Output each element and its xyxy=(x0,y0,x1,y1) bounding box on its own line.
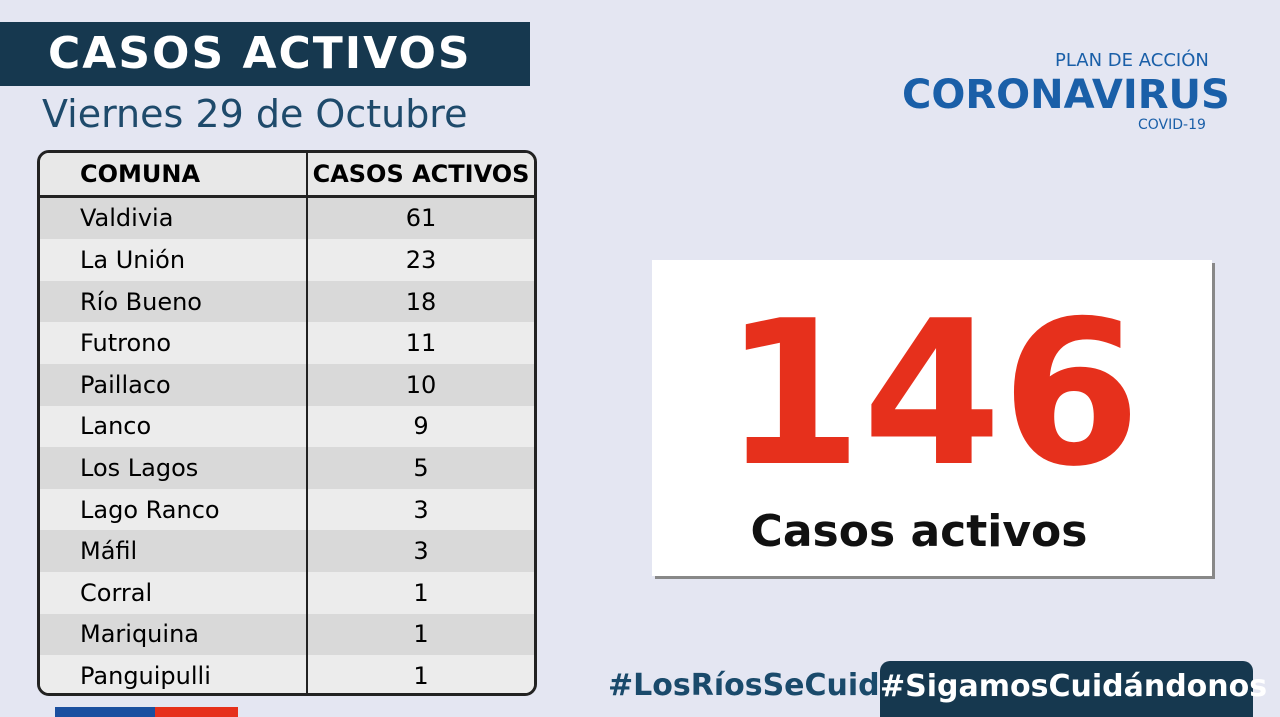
row: Valdivia 61 xyxy=(40,196,534,240)
hashtag: #SigamosCuidándonos xyxy=(880,661,1267,717)
total-box: 146 Casos activos xyxy=(652,260,1212,576)
cell: Futrono xyxy=(40,322,308,364)
stripe xyxy=(155,707,238,717)
cell: 3 xyxy=(307,488,534,531)
row: Lanco 9 xyxy=(40,405,534,448)
cell: 3 xyxy=(307,530,534,572)
cell: Los Lagos xyxy=(40,447,308,489)
row: Río Bueno 18 xyxy=(40,280,534,323)
cell: 1 xyxy=(307,655,534,693)
cell: 61 xyxy=(307,196,534,240)
cell: Paillaco xyxy=(40,363,308,406)
row: Panguipulli 1 xyxy=(40,655,534,693)
cell: Mariquina xyxy=(40,613,308,656)
header-cell: CASOS ACTIVOS xyxy=(307,153,534,198)
cell: Lago Ranco xyxy=(40,488,308,531)
cell: 10 xyxy=(307,363,534,406)
logo-line: CORONAVIRUS xyxy=(902,72,1230,118)
cell: 11 xyxy=(307,322,534,364)
row: Corral 1 xyxy=(40,571,534,614)
row: Mariquina 1 xyxy=(40,613,534,656)
logo-line: COVID-19 xyxy=(1138,117,1206,133)
row: La Unión 23 xyxy=(40,239,534,281)
row: Lago Ranco 3 xyxy=(40,488,534,531)
logo-line: PLAN DE ACCIÓN xyxy=(1055,50,1209,71)
cell: Río Bueno xyxy=(40,280,308,323)
row: Futrono 11 xyxy=(40,322,534,364)
cell: 23 xyxy=(307,239,534,281)
cell: 5 xyxy=(307,447,534,489)
cell: Corral xyxy=(40,571,308,614)
header-cell: COMUNA xyxy=(40,153,308,198)
title: CASOS ACTIVOS xyxy=(0,22,530,86)
date: Viernes 29 de Octubre xyxy=(42,92,468,136)
stripe xyxy=(55,707,155,717)
cell: Lanco xyxy=(40,405,308,448)
row: Máfil 3 xyxy=(40,530,534,572)
cell: 18 xyxy=(307,280,534,323)
table: COMUNA CASOS ACTIVOS Valdivia 61 La Unión 23 R… xyxy=(37,150,537,696)
cell: Máfil xyxy=(40,530,308,572)
row: Paillaco 10 xyxy=(40,363,534,406)
cell: La Unión xyxy=(40,239,308,281)
row: Los Lagos 5 xyxy=(40,447,534,489)
hashtag: #LosRíosSeCuida xyxy=(608,668,900,703)
cell: 1 xyxy=(307,571,534,614)
cell: Valdivia xyxy=(40,196,308,240)
cell: 9 xyxy=(307,405,534,448)
total-label: Casos activos xyxy=(750,506,1088,557)
cell: Panguipulli xyxy=(40,655,308,693)
total-value: 146 xyxy=(723,278,1141,511)
cell: 1 xyxy=(307,613,534,656)
